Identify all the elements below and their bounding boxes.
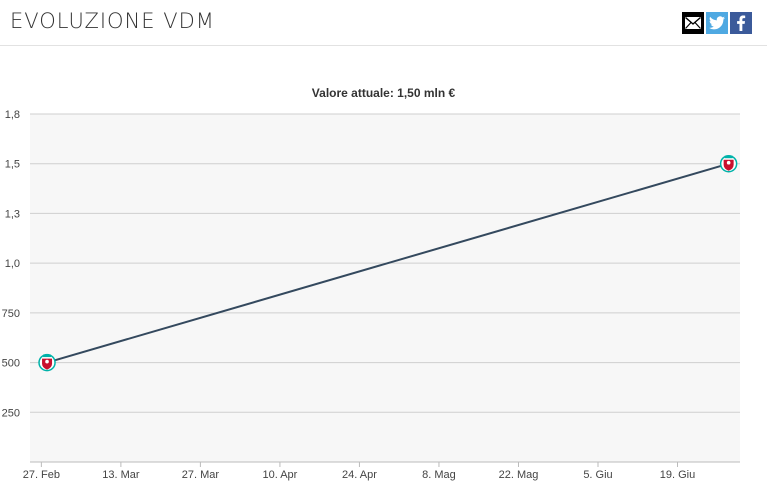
y-tick-label: 500 xyxy=(2,358,20,370)
x-tick-label: 8. Mag xyxy=(422,469,456,481)
chart-title: Valore attuale: 1,50 mln € xyxy=(311,86,456,100)
x-tick-label: 27. Feb xyxy=(23,469,60,481)
x-tick-label: 22. Mag xyxy=(499,469,539,481)
x-tick-label: 13. Mar xyxy=(102,469,140,481)
y-tick-label: 1,8 xyxy=(5,109,20,121)
plot-area xyxy=(30,114,740,462)
x-tick-label: 27. Mar xyxy=(182,469,220,481)
x-axis: 27. Feb 13. Mar 27. Mar 10. Apr 24. Apr 8. Ma… xyxy=(23,462,695,481)
header: EVOLUZIONE VDM xyxy=(0,0,767,46)
club-crest-icon[interactable] xyxy=(38,353,56,372)
page-title: EVOLUZIONE VDM xyxy=(10,9,215,33)
y-axis: 250 500 750 1,0 1,3 1,5 1,8 xyxy=(2,109,20,419)
x-tick-label: 24. Apr xyxy=(342,469,377,481)
series-layer xyxy=(38,154,738,372)
x-tick-label: 5. Giu xyxy=(583,469,612,481)
y-tick-label: 1,0 xyxy=(5,258,20,270)
x-tick-label: 19. Giu xyxy=(660,469,695,481)
y-tick-label: 250 xyxy=(2,407,20,419)
club-crest-icon[interactable] xyxy=(719,154,738,173)
y-tick-label: 1,5 xyxy=(5,159,20,171)
mail-icon[interactable] xyxy=(682,12,704,34)
x-tick-label: 10. Apr xyxy=(262,469,297,481)
social-buttons xyxy=(682,12,752,34)
y-tick-label: 750 xyxy=(2,308,20,320)
facebook-icon[interactable] xyxy=(730,12,752,34)
y-tick-label: 1,3 xyxy=(5,208,20,220)
series-line xyxy=(46,162,729,364)
twitter-icon[interactable] xyxy=(706,12,728,34)
